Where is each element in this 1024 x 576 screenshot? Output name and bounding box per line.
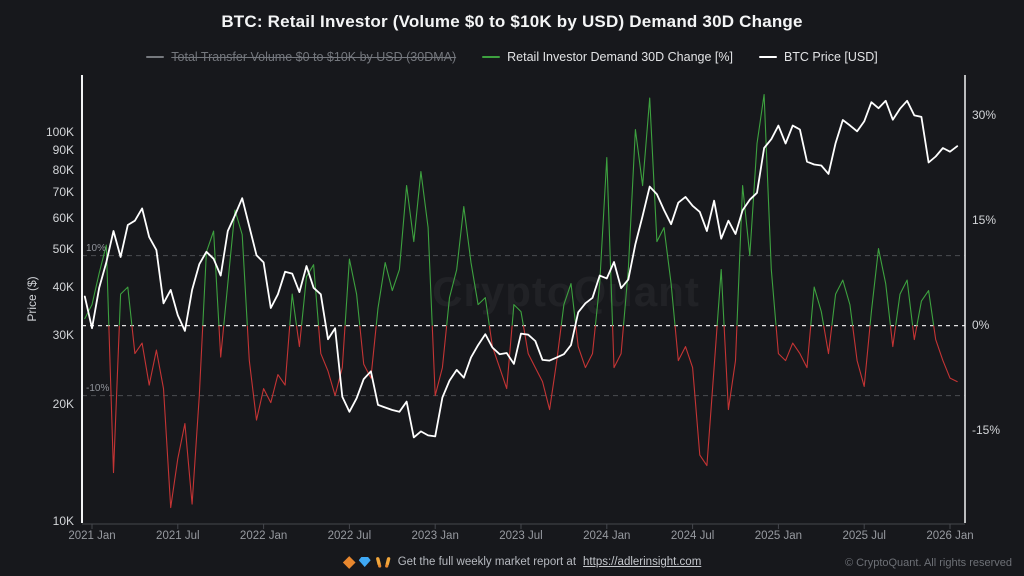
legend-dash-icon bbox=[146, 56, 165, 58]
price-axis-tick: 30K bbox=[52, 328, 74, 343]
price-axis-tick: 70K bbox=[52, 185, 74, 200]
legend: Total Transfer Volume $0 to $10K by USD … bbox=[0, 50, 1024, 64]
footer-icons bbox=[342, 555, 391, 569]
date-axis-tick: 2021 Jan bbox=[68, 530, 116, 542]
legend-label: Total Transfer Volume $0 to $10K by USD … bbox=[171, 50, 457, 64]
percent-axis-tick: 15% bbox=[972, 212, 997, 227]
legend-dash-icon bbox=[758, 56, 777, 58]
percent-axis-tick: 0% bbox=[972, 317, 990, 332]
price-axis-tick: 100K bbox=[45, 125, 74, 139]
btc-price-line bbox=[83, 99, 959, 439]
date-axis-tick: 2023 Jul bbox=[499, 530, 543, 542]
blue-gem-icon bbox=[358, 557, 371, 567]
price-axis-tick: 10K bbox=[52, 514, 74, 528]
raised-hands-icon bbox=[376, 557, 391, 568]
x-tick-marks bbox=[91, 524, 951, 529]
legend-item-total-transfer-volume[interactable]: Total Transfer Volume $0 to $10K by USD … bbox=[146, 50, 456, 64]
legend-label: Retail Investor Demand 30D Change [%] bbox=[507, 50, 733, 64]
chart-title: BTC: Retail Investor (Volume $0 to $10K … bbox=[221, 12, 803, 31]
date-axis-tick: 2025 Jul bbox=[842, 530, 886, 542]
date-axis-tick: 2026 Jan bbox=[926, 530, 974, 542]
demand-series-negative bbox=[108, 325, 958, 509]
legend-dash-icon bbox=[482, 56, 501, 58]
grid-line-label: -10% bbox=[86, 382, 110, 394]
copyright-text: © CryptoQuant. All rights reserved bbox=[844, 557, 1012, 569]
date-axis-tick: 2021 Jul bbox=[156, 530, 200, 542]
date-axis-tick: 2025 Jan bbox=[754, 530, 803, 542]
percent-axis-tick: -15% bbox=[972, 422, 1001, 437]
date-axis-tick: 2022 Jul bbox=[327, 530, 372, 542]
date-axis-tick: 2023 Jan bbox=[411, 530, 459, 542]
demand-series-positive bbox=[84, 94, 935, 326]
footer-message: Get the full weekly market report at bbox=[397, 556, 577, 568]
price-axis-tick: 20K bbox=[52, 396, 74, 411]
date-axis-tick: 2022 Jan bbox=[239, 530, 288, 542]
date-axis-tick: 2024 Jan bbox=[583, 530, 631, 542]
footer-message-row: Get the full weekly market report at htt… bbox=[342, 555, 702, 569]
legend-label: BTC Price [USD] bbox=[783, 50, 878, 64]
percent-axis-tick: 30% bbox=[972, 107, 997, 122]
legend-item-btc-price[interactable]: BTC Price [USD] bbox=[758, 50, 878, 64]
grid-line-label: 10% bbox=[86, 242, 107, 254]
price-axis-tick: 40K bbox=[52, 279, 74, 294]
legend-item-retail-demand[interactable]: Retail Investor Demand 30D Change [%] bbox=[482, 50, 733, 64]
report-link[interactable]: https://adlerinsight.com bbox=[583, 556, 702, 568]
price-axis-tick: 90K bbox=[52, 142, 74, 157]
price-axis-tick: 60K bbox=[52, 211, 74, 226]
footer: Get the full weekly market report at htt… bbox=[0, 553, 1024, 576]
date-axis-tick: 2024 Jul bbox=[670, 530, 715, 542]
price-axis-tick: 50K bbox=[52, 242, 74, 257]
orange-diamond-icon bbox=[342, 555, 356, 569]
price-axis-tick: 80K bbox=[52, 162, 74, 177]
